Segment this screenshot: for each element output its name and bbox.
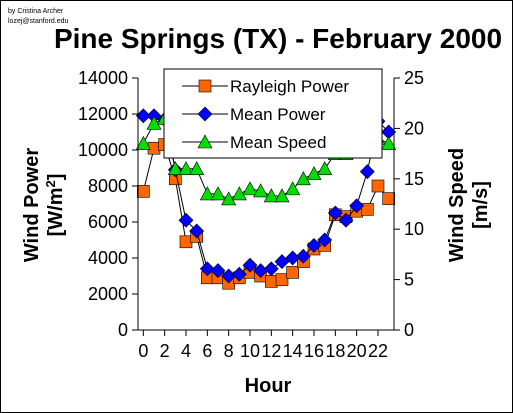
- legend-marker: [197, 106, 213, 122]
- data-point: [338, 212, 354, 228]
- y-tick-left-label: 14000: [78, 68, 128, 88]
- data-point: [263, 188, 279, 203]
- data-point: [199, 186, 215, 201]
- data-point: [295, 171, 311, 186]
- y-tick-left-label: 8000: [88, 176, 128, 196]
- data-point: [189, 223, 205, 239]
- credit-author: by Cristina Archer: [8, 8, 64, 15]
- legend-marker: [198, 79, 212, 93]
- data-point: [285, 181, 301, 196]
- x-axis-label: Hour: [245, 375, 292, 397]
- y-label-right-line2: [m/s]: [470, 181, 492, 229]
- x-tick-label: 18: [325, 341, 345, 361]
- y-tick-right-label: 5: [404, 270, 414, 290]
- y-tick-left-label: 2000: [88, 284, 128, 304]
- x-tick-label: 20: [347, 341, 367, 361]
- data-point: [178, 212, 194, 228]
- x-tick-label: 14: [283, 341, 303, 361]
- y-tick-left-label: 12000: [78, 104, 128, 124]
- data-point: [327, 205, 343, 221]
- data-point: [146, 115, 162, 130]
- data-point: [317, 161, 333, 176]
- data-point: [286, 266, 299, 279]
- x-tick-label: 12: [261, 341, 281, 361]
- data-point: [221, 191, 237, 206]
- legend-label: Mean Speed: [230, 133, 326, 152]
- x-tick-label: 6: [202, 341, 212, 361]
- x-tick-label: 0: [138, 341, 148, 361]
- y-tick-right-label: 20: [404, 118, 424, 138]
- legend: Rayleigh Power Mean Power Mean Speed: [163, 68, 383, 159]
- data-point: [179, 235, 193, 249]
- y-axis-label-right: Wind Speed [m/s]: [446, 148, 492, 262]
- y-tick-right-label: 25: [404, 68, 424, 88]
- data-point: [361, 203, 374, 216]
- x-tick-label: 16: [304, 341, 324, 361]
- data-point: [137, 185, 150, 198]
- y-label-left-line1: Wind Power: [21, 148, 43, 262]
- data-point: [135, 135, 151, 150]
- data-point: [349, 198, 365, 214]
- data-point: [306, 166, 322, 181]
- data-point: [275, 273, 289, 286]
- axes: 0200040006000800010000120001400005101520…: [78, 68, 424, 361]
- data-point: [263, 261, 279, 277]
- chart-title: Pine Springs (TX) - February 2000: [54, 23, 502, 54]
- data-point: [199, 261, 215, 277]
- data-point: [371, 179, 385, 193]
- unit-close-bracket: ]: [45, 174, 67, 181]
- y-label-left-line2: [W/m: [45, 188, 67, 237]
- y-tick-left-label: 4000: [88, 248, 128, 268]
- data-point: [135, 108, 151, 124]
- series-rayleigh-power: [137, 138, 395, 290]
- y-tick-left-label: 6000: [88, 212, 128, 232]
- data-point: [359, 164, 375, 180]
- x-tick-label: 8: [224, 341, 234, 361]
- credit-email: lozej@stanford.edu: [8, 18, 69, 25]
- y-tick-right-label: 15: [404, 169, 424, 189]
- data-point: [274, 188, 290, 203]
- y-tick-left-label: 0: [118, 320, 128, 340]
- data-point: [210, 186, 226, 201]
- legend-label: Mean Power: [230, 105, 326, 124]
- data-point: [178, 161, 194, 176]
- data-point: [253, 183, 269, 198]
- data-point: [382, 192, 395, 205]
- data-point: [231, 266, 247, 282]
- y-tick-left-label: 10000: [78, 140, 128, 160]
- y-label-right-line1: Wind Speed: [446, 148, 468, 262]
- data-point: [189, 161, 205, 176]
- data-point: [210, 263, 226, 279]
- data-point: [242, 181, 258, 196]
- y-tick-right-label: 0: [404, 320, 414, 340]
- x-tick-label: 4: [181, 341, 191, 361]
- legend-marker: [197, 134, 213, 149]
- y-tick-right-label: 10: [404, 219, 424, 239]
- x-tick-label: 10: [240, 341, 260, 361]
- data-point: [265, 275, 278, 288]
- legend-label: Rayleigh Power: [230, 77, 349, 96]
- data-point: [317, 232, 333, 248]
- data-point: [381, 135, 397, 150]
- y-axis-label-left: Wind Power [W/m2]: [21, 148, 67, 262]
- data-point: [295, 248, 311, 264]
- x-tick-label: 2: [160, 341, 170, 361]
- data-point: [167, 161, 183, 176]
- data-point: [242, 257, 258, 273]
- unit-exponent: 2: [43, 180, 58, 187]
- x-tick-label: 22: [368, 341, 388, 361]
- data-point: [306, 237, 322, 253]
- data-point: [231, 186, 247, 201]
